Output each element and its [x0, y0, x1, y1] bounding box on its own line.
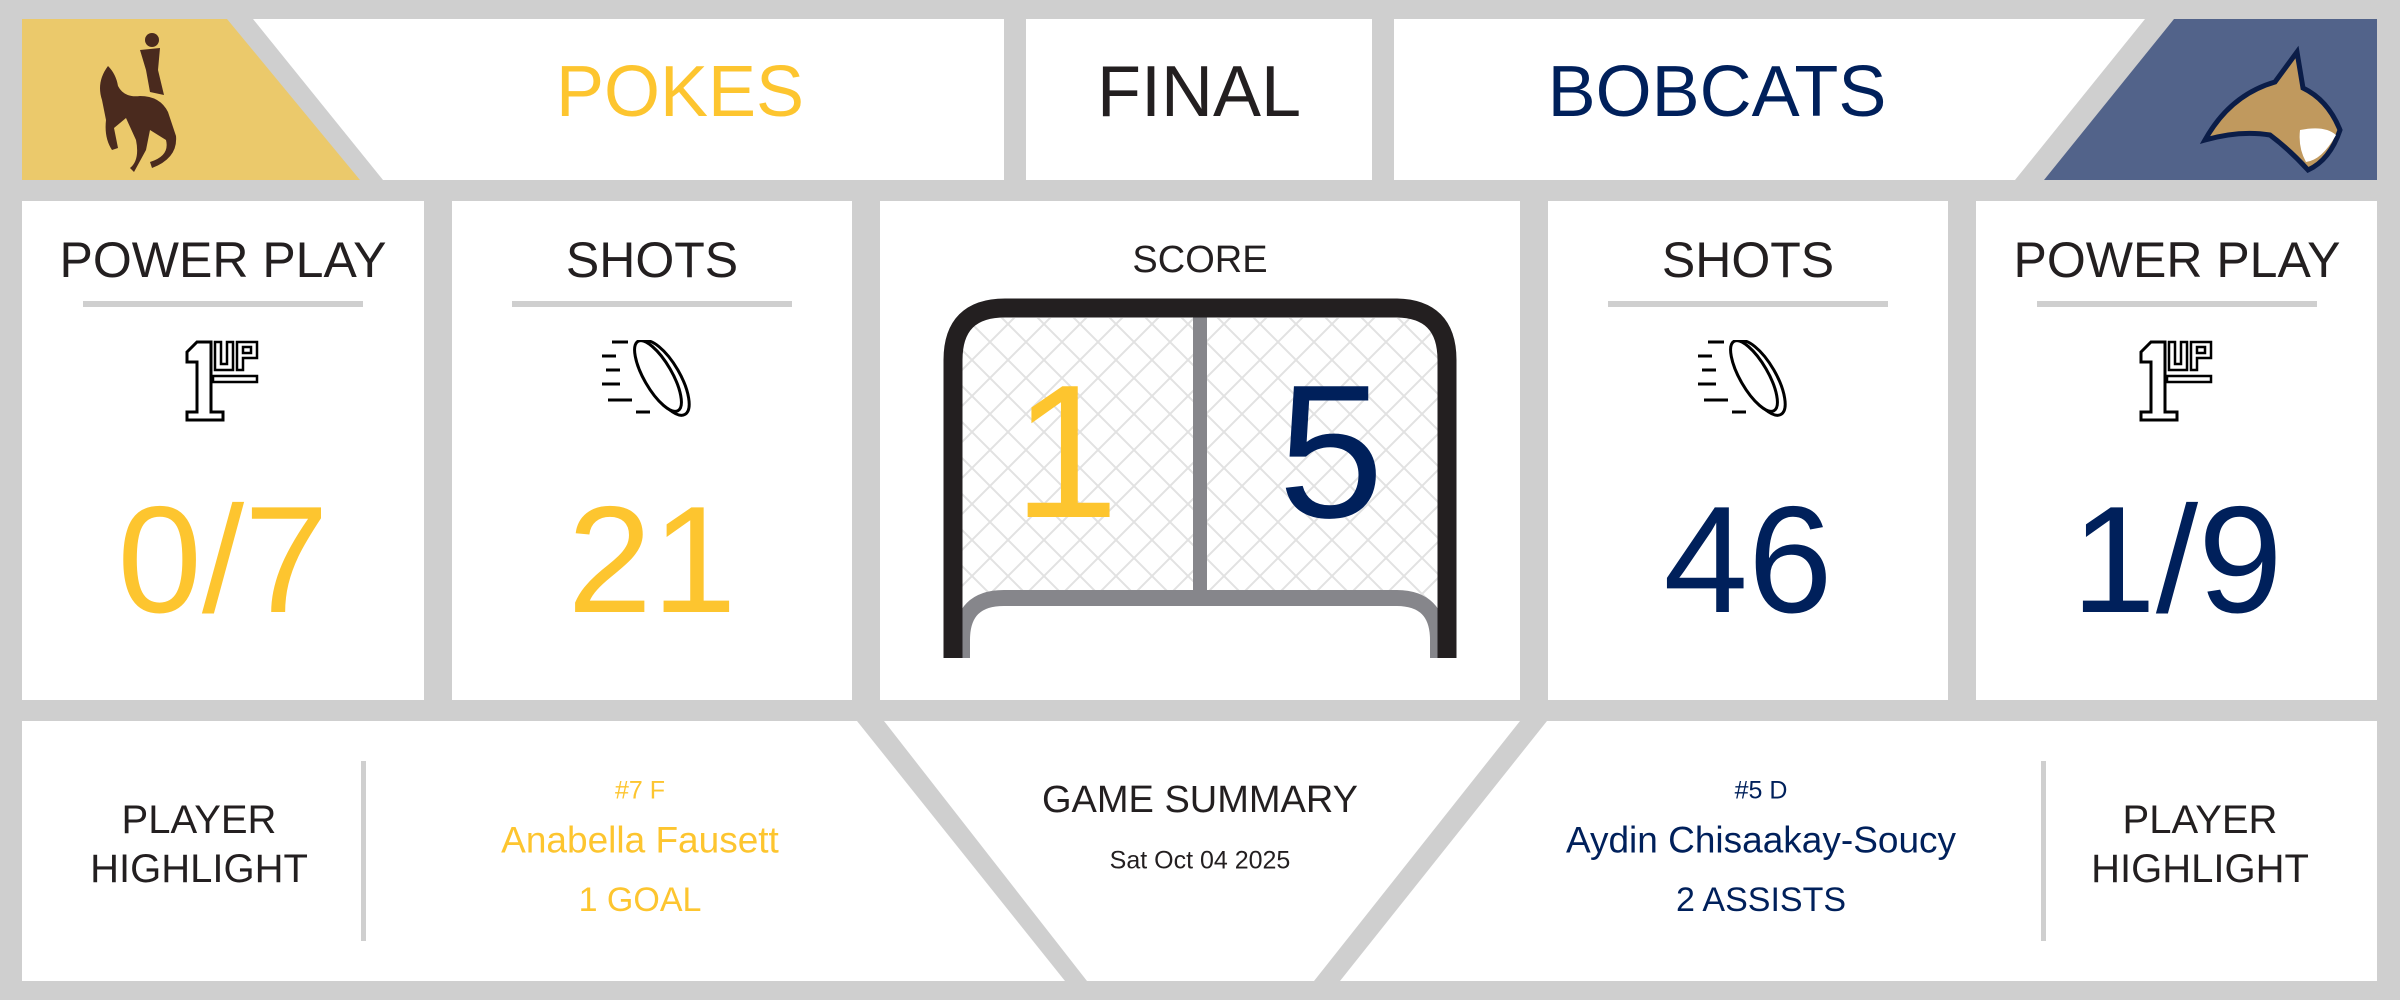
home-logo-panel — [22, 19, 360, 180]
away-power-play-label: POWER PLAY — [2013, 232, 2341, 288]
home-power-play-value: 0/7 — [117, 475, 329, 645]
home-power-play-label: POWER PLAY — [59, 232, 387, 288]
away-team-panel — [1394, 19, 2145, 180]
home-player-stat: 1 GOAL — [578, 881, 702, 919]
home-shots-panel — [452, 201, 852, 700]
home-highlight-panel — [22, 721, 1065, 981]
away-player-number: #5 D — [1734, 776, 1788, 805]
away-power-play-panel — [1976, 201, 2377, 700]
home-shots-label: SHOTS — [565, 232, 739, 288]
game-summary-title: GAME SUMMARY — [1041, 779, 1359, 821]
home-shots-value: 21 — [567, 475, 737, 645]
away-score: 5 — [1278, 346, 1384, 558]
home-highlight-label-line2: HIGHLIGHT — [90, 847, 308, 891]
divider — [361, 761, 366, 941]
away-highlight-panel — [1340, 721, 2377, 981]
divider — [512, 301, 792, 307]
1up-icon — [185, 340, 259, 422]
home-player-name: Anabella Fausett — [501, 819, 779, 861]
bobcat-logo — [2199, 45, 2343, 174]
away-shots-value: 46 — [1663, 475, 1833, 645]
home-team-panel — [253, 19, 1004, 180]
score-label: SCORE — [1132, 239, 1268, 281]
away-highlight-label-line2: HIGHLIGHT — [2091, 847, 2309, 891]
away-player-stat: 2 ASSISTS — [1675, 881, 1847, 919]
home-power-play-panel — [22, 201, 424, 700]
1up-icon — [2139, 340, 2213, 422]
puck-icon — [602, 340, 691, 417]
away-team-name: BOBCATS — [1547, 52, 1887, 132]
bucking-horse-logo — [100, 33, 177, 172]
divider — [2037, 301, 2317, 307]
away-shots-label: SHOTS — [1661, 232, 1835, 288]
home-score: 1 — [1013, 346, 1119, 558]
away-shots-panel — [1548, 201, 1948, 700]
divider — [1608, 301, 1888, 307]
status-panel — [1026, 19, 1372, 180]
away-player-name: Aydin Chisaakay-Soucy — [1565, 819, 1957, 861]
summary-panel — [884, 721, 1520, 981]
home-highlight-label-line1: PLAYER — [121, 798, 277, 842]
game-date: Sat Oct 04 2025 — [1109, 846, 1291, 875]
puck-icon — [1698, 340, 1787, 417]
away-highlight-label-line1: PLAYER — [2122, 798, 2278, 842]
divider — [83, 301, 363, 307]
home-team-name: POKES — [555, 52, 805, 132]
home-player-number: #7 F — [614, 776, 666, 805]
divider — [2041, 761, 2046, 941]
away-power-play-value: 1/9 — [2071, 475, 2283, 645]
hockey-net-icon — [943, 298, 1457, 658]
game-status: FINAL — [1096, 52, 1302, 132]
